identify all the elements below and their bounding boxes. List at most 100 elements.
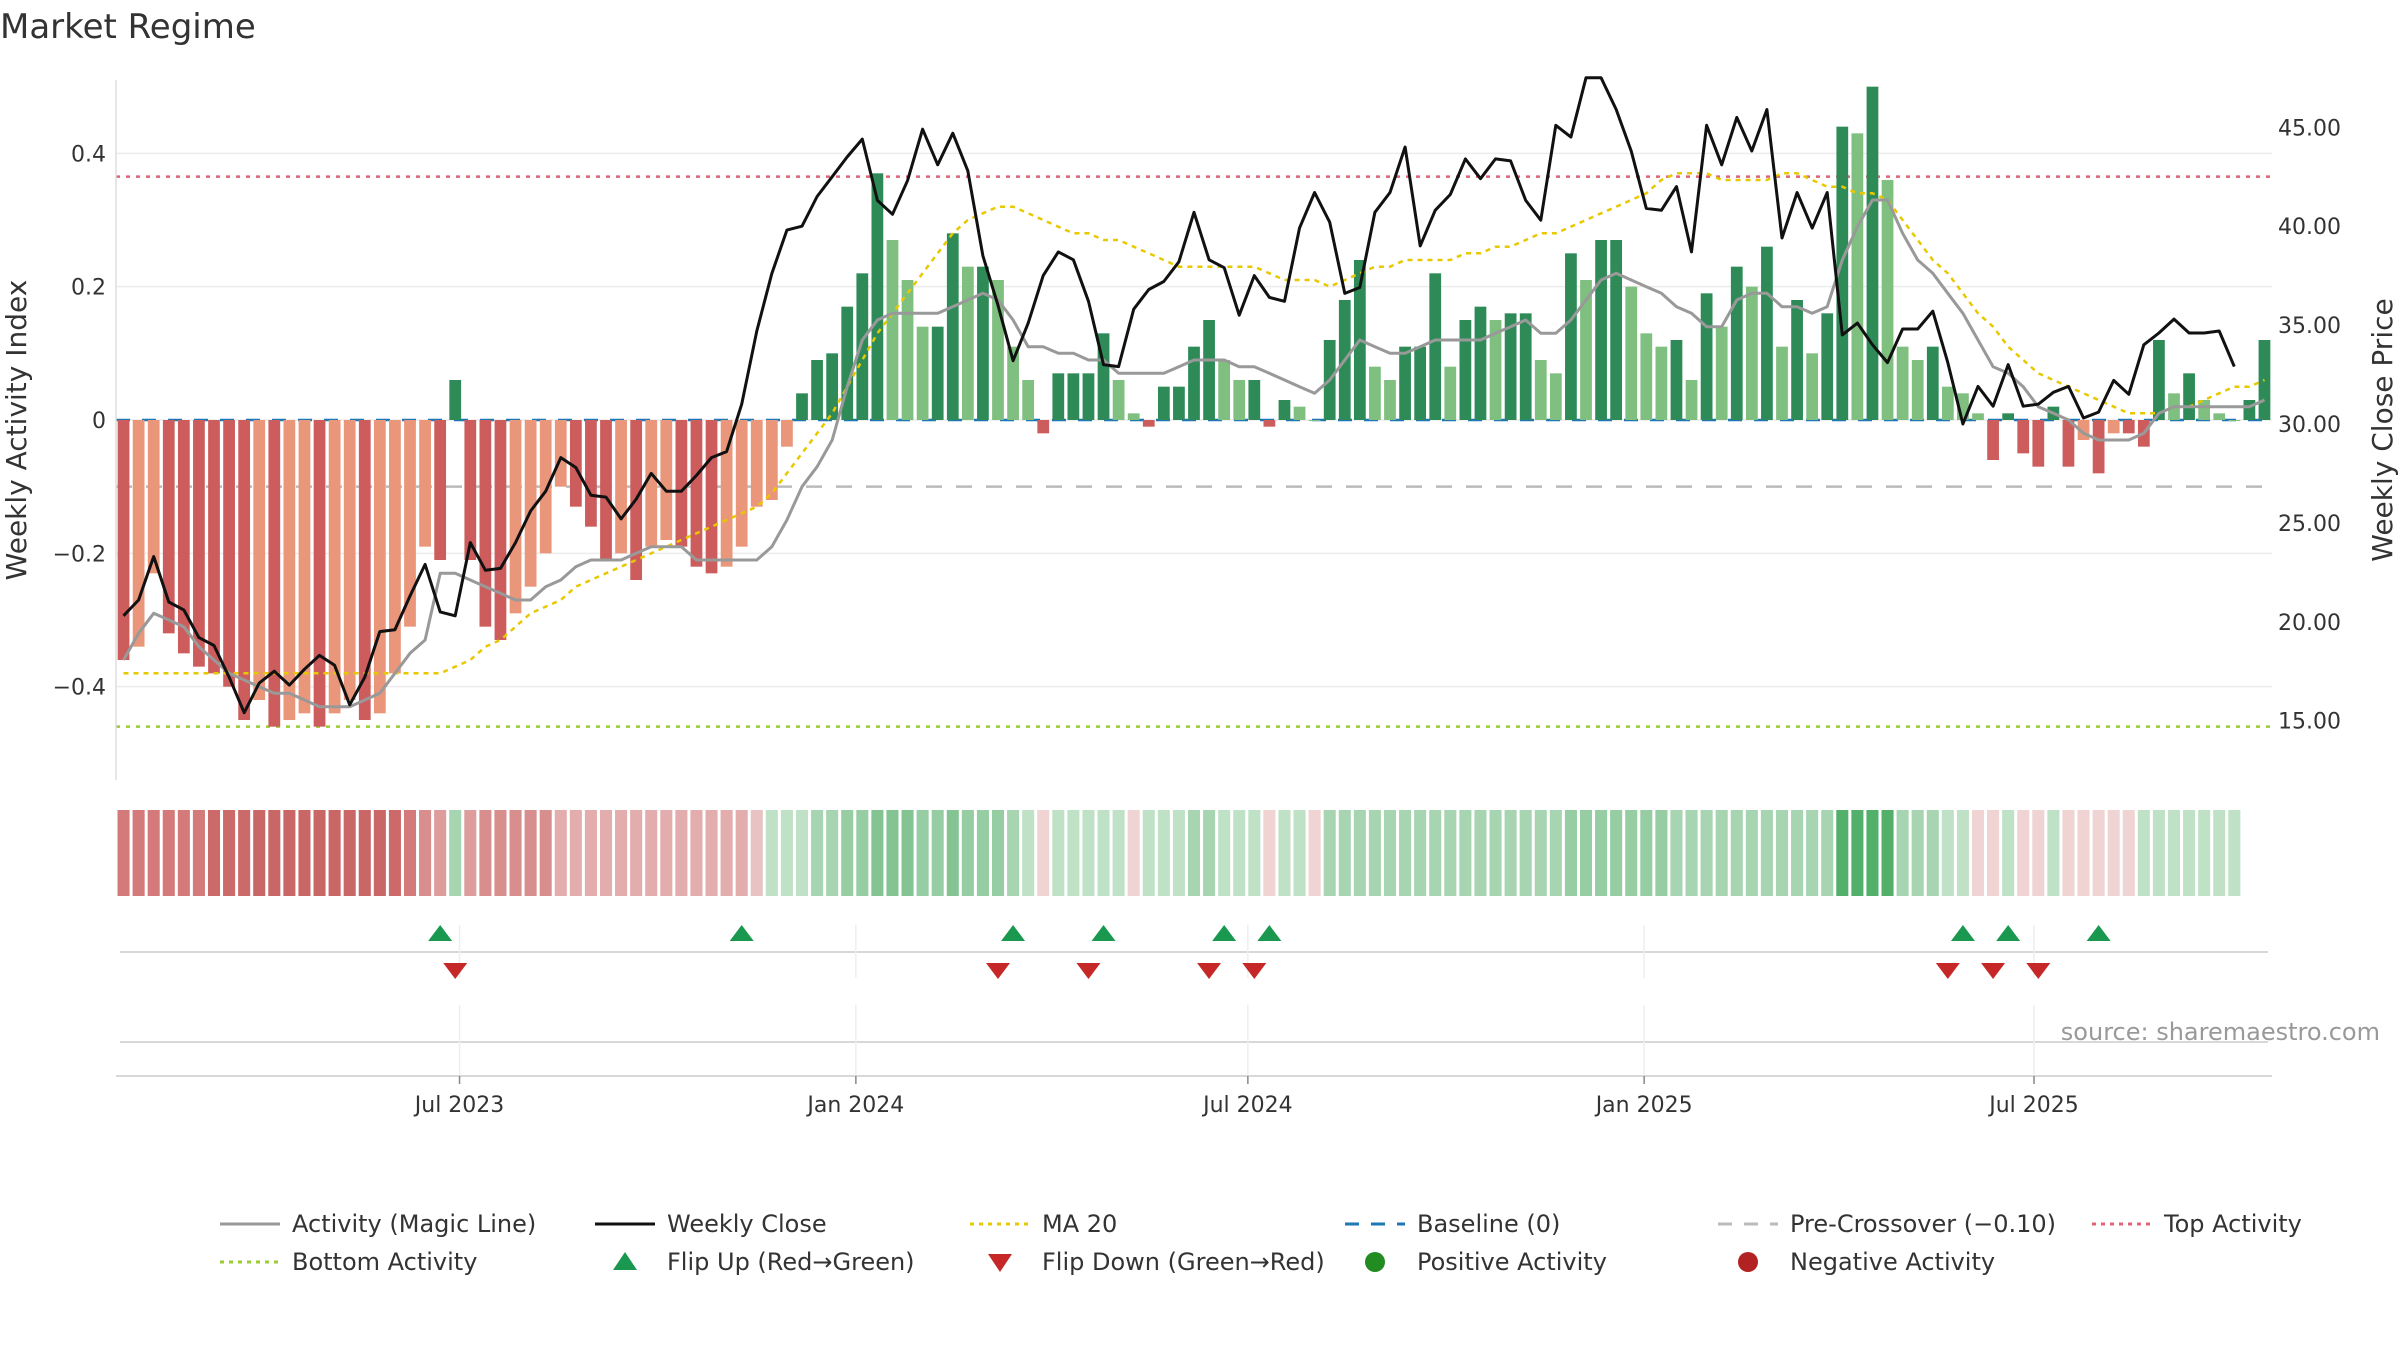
- activity-bar: [1037, 420, 1050, 434]
- status-cell: [1203, 810, 1216, 896]
- flip-down-marker: [986, 963, 1010, 979]
- status-cell: [1956, 810, 1969, 896]
- status-cell: [1218, 810, 1231, 896]
- activity-bar: [1429, 273, 1442, 420]
- status-cell: [1097, 810, 1110, 896]
- status-cell: [1941, 810, 1954, 896]
- status-cell: [1007, 810, 1020, 896]
- status-cell: [1745, 810, 1758, 896]
- activity-bar: [2002, 413, 2015, 420]
- y2-tick-label: 45.00: [2278, 116, 2341, 141]
- status-cell: [1866, 810, 1879, 896]
- legend-item: Top Activity: [2092, 1210, 2302, 1238]
- activity-bar: [434, 420, 447, 560]
- status-cell: [1896, 810, 1909, 896]
- status-cell: [1414, 810, 1427, 896]
- activity-bar: [1127, 413, 1140, 420]
- activity-bar: [1293, 406, 1306, 420]
- activity-bar: [2077, 420, 2090, 440]
- activity-bar: [1549, 373, 1562, 420]
- activity-bar: [464, 420, 477, 560]
- status-cell: [1323, 810, 1336, 896]
- status-cell: [1444, 810, 1457, 896]
- activity-bar: [1836, 126, 1849, 421]
- status-cell: [1263, 810, 1276, 896]
- status-cell: [1112, 810, 1125, 896]
- activity-bars: [117, 86, 2271, 727]
- activity-bar: [1866, 86, 1879, 421]
- status-cell: [780, 810, 793, 896]
- status-cell: [2107, 810, 2120, 896]
- activity-bar: [373, 420, 386, 714]
- status-cell: [630, 810, 643, 896]
- status-cell: [494, 810, 507, 896]
- flip-up-marker: [1996, 925, 2021, 941]
- status-cell: [434, 810, 447, 896]
- activity-bar: [298, 420, 311, 714]
- status-cell: [811, 810, 824, 896]
- activity-bar: [961, 266, 974, 420]
- status-cell: [1610, 810, 1623, 896]
- activity-bar: [1248, 380, 1261, 420]
- status-cell: [403, 810, 417, 896]
- activity-bar: [675, 420, 688, 547]
- status-cell: [1836, 810, 1849, 896]
- status-cell: [177, 810, 190, 896]
- activity-bar: [901, 280, 914, 420]
- activity-bar: [931, 326, 944, 420]
- activity-bar: [162, 420, 175, 634]
- status-cell: [373, 810, 386, 896]
- activity-bar: [193, 420, 205, 667]
- status-cell: [2183, 810, 2196, 896]
- status-cell: [1655, 810, 1668, 896]
- status-cell: [419, 810, 432, 896]
- activity-bar: [1519, 313, 1532, 420]
- status-cell: [991, 810, 1005, 896]
- activity-bar: [2107, 420, 2120, 434]
- status-cell: [901, 810, 914, 896]
- legend-label: MA 20: [1042, 1210, 1117, 1238]
- activity-bar: [479, 420, 492, 627]
- activity-bar: [735, 420, 748, 547]
- activity-bar: [645, 420, 658, 547]
- status-cell: [1625, 810, 1638, 896]
- flip-down-marker: [1197, 963, 1222, 979]
- activity-bar: [1414, 346, 1427, 420]
- legend-item: Negative Activity: [1738, 1248, 1995, 1276]
- activity-bar: [1203, 320, 1215, 420]
- status-cell: [1821, 810, 1834, 896]
- status-cell: [238, 810, 251, 896]
- status-cell: [343, 810, 356, 896]
- status-cell: [449, 810, 462, 896]
- activity-bar: [1806, 353, 1819, 420]
- status-cell: [1987, 810, 2000, 896]
- activity-bar: [1580, 280, 1592, 420]
- activity-bar: [1263, 420, 1276, 427]
- status-cell: [1791, 810, 1804, 896]
- legend-label: Bottom Activity: [292, 1248, 477, 1276]
- status-cell: [207, 810, 221, 896]
- status-cell: [946, 810, 959, 896]
- activity-bar: [1610, 240, 1623, 420]
- status-cell: [720, 810, 733, 896]
- activity-bar: [2213, 413, 2226, 420]
- flip-markers: [120, 925, 2268, 1075]
- activity-bar: [1112, 380, 1125, 420]
- status-cell: [1911, 810, 1924, 896]
- activity-bar: [328, 420, 341, 714]
- status-cell: [539, 810, 552, 896]
- activity-bar: [765, 420, 778, 500]
- legend-label: Positive Activity: [1417, 1248, 1607, 1276]
- status-cell: [1172, 810, 1185, 896]
- x-tick-label: Jul 2024: [1201, 1093, 1293, 1118]
- status-cell: [976, 810, 989, 896]
- status-cell: [841, 810, 854, 896]
- x-tick-label: Jan 2025: [1594, 1093, 1693, 1118]
- status-cell: [1549, 810, 1562, 896]
- activity-bar: [2062, 420, 2075, 467]
- activity-bar: [1972, 413, 1984, 420]
- status-cell: [705, 810, 718, 896]
- y2-axis-label: Weekly Close Price: [2366, 298, 2399, 561]
- activity-bar: [1399, 346, 1411, 420]
- x-tick-label: Jul 2025: [1987, 1093, 2079, 1118]
